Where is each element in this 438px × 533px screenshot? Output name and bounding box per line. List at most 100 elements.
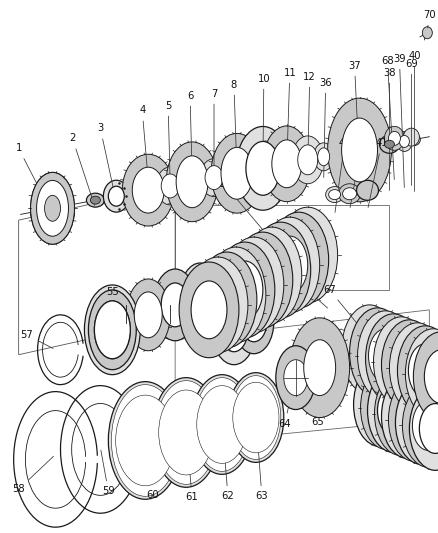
Ellipse shape <box>396 132 411 151</box>
Text: 47: 47 <box>233 283 246 322</box>
Ellipse shape <box>132 167 164 213</box>
Ellipse shape <box>360 366 411 449</box>
Text: 10: 10 <box>257 74 269 165</box>
Text: 8: 8 <box>230 79 237 169</box>
Ellipse shape <box>191 281 226 339</box>
Ellipse shape <box>251 222 310 318</box>
Ellipse shape <box>277 207 337 303</box>
Ellipse shape <box>227 373 283 463</box>
Ellipse shape <box>297 145 317 175</box>
Ellipse shape <box>32 175 72 241</box>
Ellipse shape <box>179 262 238 358</box>
Text: 1: 1 <box>15 143 49 208</box>
Ellipse shape <box>289 226 325 284</box>
Ellipse shape <box>232 382 278 453</box>
Ellipse shape <box>241 227 301 323</box>
Ellipse shape <box>240 302 266 342</box>
Ellipse shape <box>205 247 265 343</box>
Text: 69: 69 <box>404 59 417 185</box>
Ellipse shape <box>399 341 433 394</box>
Text: 42: 42 <box>349 135 368 207</box>
Ellipse shape <box>244 251 280 309</box>
Ellipse shape <box>88 290 136 370</box>
Ellipse shape <box>161 283 189 327</box>
Ellipse shape <box>365 314 420 403</box>
Ellipse shape <box>245 141 279 195</box>
Text: 37: 37 <box>347 61 360 165</box>
Ellipse shape <box>338 184 360 204</box>
Ellipse shape <box>342 188 356 200</box>
Ellipse shape <box>357 311 413 401</box>
Ellipse shape <box>44 196 60 221</box>
Ellipse shape <box>398 394 429 445</box>
Ellipse shape <box>176 156 208 208</box>
Ellipse shape <box>223 237 283 333</box>
Ellipse shape <box>31 172 74 244</box>
Ellipse shape <box>327 98 391 202</box>
Ellipse shape <box>349 308 404 398</box>
Ellipse shape <box>233 232 292 328</box>
Ellipse shape <box>399 135 409 148</box>
Ellipse shape <box>36 180 68 236</box>
Text: 41: 41 <box>367 139 387 207</box>
Ellipse shape <box>378 135 399 154</box>
Ellipse shape <box>194 378 249 471</box>
Ellipse shape <box>200 276 235 334</box>
Text: 3: 3 <box>97 124 116 199</box>
Ellipse shape <box>353 362 404 447</box>
Text: 54: 54 <box>148 306 160 316</box>
Ellipse shape <box>156 167 184 205</box>
Text: 2: 2 <box>69 133 94 206</box>
Ellipse shape <box>199 389 244 461</box>
Ellipse shape <box>377 385 409 435</box>
Ellipse shape <box>303 340 335 395</box>
Text: 57: 57 <box>20 330 53 349</box>
Text: 60: 60 <box>145 442 158 500</box>
Ellipse shape <box>373 317 428 407</box>
Text: 68: 68 <box>380 55 393 180</box>
Ellipse shape <box>226 261 262 319</box>
Ellipse shape <box>360 326 394 379</box>
Ellipse shape <box>116 395 174 486</box>
Ellipse shape <box>421 27 431 39</box>
Text: 55: 55 <box>106 287 118 325</box>
Ellipse shape <box>409 386 438 470</box>
Ellipse shape <box>205 166 223 190</box>
Ellipse shape <box>289 318 349 417</box>
Text: 40: 40 <box>407 51 420 191</box>
Ellipse shape <box>388 131 399 146</box>
Text: 61: 61 <box>185 434 198 502</box>
Ellipse shape <box>402 384 438 467</box>
Ellipse shape <box>180 263 219 327</box>
Ellipse shape <box>384 140 394 148</box>
Ellipse shape <box>367 369 418 453</box>
Ellipse shape <box>86 193 104 207</box>
Ellipse shape <box>259 217 319 313</box>
Text: 6: 6 <box>187 91 193 173</box>
Ellipse shape <box>235 385 276 450</box>
Ellipse shape <box>396 326 438 416</box>
Ellipse shape <box>219 308 247 352</box>
Ellipse shape <box>381 375 432 458</box>
Ellipse shape <box>384 389 415 439</box>
Ellipse shape <box>341 118 377 182</box>
Ellipse shape <box>384 126 403 150</box>
Ellipse shape <box>161 393 210 472</box>
Ellipse shape <box>94 301 130 359</box>
Text: 5: 5 <box>165 101 171 181</box>
Text: 66: 66 <box>412 413 425 423</box>
Ellipse shape <box>403 128 418 146</box>
Ellipse shape <box>391 392 422 441</box>
Ellipse shape <box>197 252 256 348</box>
Ellipse shape <box>191 375 252 474</box>
Ellipse shape <box>388 378 438 462</box>
Ellipse shape <box>196 385 247 463</box>
Ellipse shape <box>155 381 216 484</box>
Text: 63: 63 <box>255 419 268 501</box>
Text: 59: 59 <box>101 450 114 496</box>
Ellipse shape <box>395 381 438 464</box>
Ellipse shape <box>418 403 438 454</box>
Text: 62: 62 <box>221 426 234 501</box>
Ellipse shape <box>152 378 219 487</box>
Ellipse shape <box>389 323 438 413</box>
